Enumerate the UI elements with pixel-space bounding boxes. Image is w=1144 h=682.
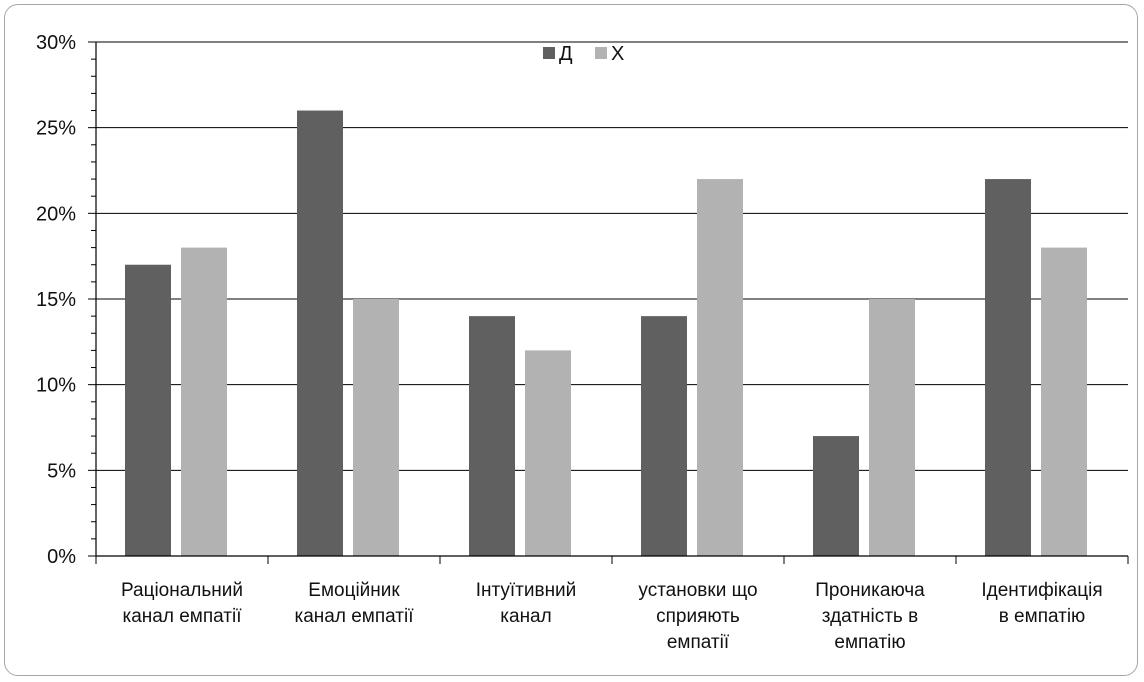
x-category-label: Раціональний канал емпатії xyxy=(121,580,243,627)
y-tick-label: 20% xyxy=(36,203,76,225)
bar-series-kh xyxy=(697,179,743,557)
bar-series-d xyxy=(469,316,515,556)
legend-swatch xyxy=(543,47,555,59)
x-category-label-line: Ідентифікація xyxy=(981,580,1102,601)
y-tick-label: 5% xyxy=(47,460,76,482)
legend-swatch xyxy=(595,47,607,59)
x-category-label-line: установки що xyxy=(638,580,757,601)
legend-label: Д xyxy=(559,43,573,65)
x-category-label-line: Проникаюча xyxy=(815,580,925,601)
bar-series-kh xyxy=(1041,247,1087,556)
x-category-label-line: канал емпатії xyxy=(123,606,243,627)
x-category-label-line: емпатії xyxy=(667,632,730,653)
x-category-label-line: емпатію xyxy=(834,632,905,653)
x-category-label: Емоційник канал емпатії xyxy=(295,580,415,627)
bar-series-kh xyxy=(181,247,227,556)
x-category-label: установки що сприяють емпатії xyxy=(638,580,757,653)
y-tick-label: 25% xyxy=(36,118,76,140)
bar-series-kh xyxy=(869,299,915,556)
x-category-label-line: канал xyxy=(500,606,551,627)
x-category-label: Інтуїтивний канал xyxy=(476,580,577,627)
y-tick-label: 30% xyxy=(36,32,76,54)
legend-label: Х xyxy=(611,43,624,65)
y-tick-label: 10% xyxy=(36,375,76,397)
bar-series-kh xyxy=(353,299,399,556)
bar-series-d xyxy=(813,436,859,556)
x-category-label-line: канал емпатії xyxy=(295,606,415,627)
x-category-label-line: в емпатію xyxy=(999,606,1086,627)
bar-series-d xyxy=(641,316,687,556)
bar-series-kh xyxy=(525,350,571,556)
x-category-label: Проникаюча здатність в емпатію xyxy=(815,580,925,653)
y-tick-label: 15% xyxy=(36,289,76,311)
bar-series-d xyxy=(297,110,343,557)
bar-series-d xyxy=(125,264,171,556)
bar-series-d xyxy=(985,179,1031,557)
bars xyxy=(125,110,1087,557)
x-category-label-line: Емоційник xyxy=(308,580,400,601)
axis-labels: 0% 5% 10% 15% 20% 25% 30% Раціональний канал емп… xyxy=(36,32,1103,653)
gridlines xyxy=(96,41,1128,471)
y-tick-label: 0% xyxy=(47,546,76,568)
x-category-label-line: Раціональний xyxy=(121,580,243,601)
x-category-label-line: Інтуїтивний xyxy=(476,580,577,601)
axes xyxy=(88,41,1129,564)
x-category-label-line: здатність в xyxy=(822,606,918,627)
x-category-label-line: сприяють xyxy=(656,606,740,627)
x-category-label: Ідентифікація в емпатію xyxy=(981,580,1102,627)
